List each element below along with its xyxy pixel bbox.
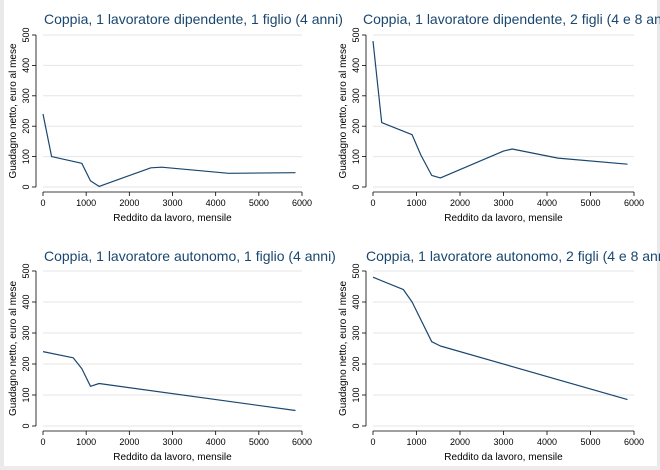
x-axis-label: Reddito da lavoro, mensile xyxy=(113,452,232,463)
x-tick-label: 1000 xyxy=(406,437,426,447)
chart-title: Coppia, 1 lavoratore autonomo, 1 figlio … xyxy=(44,248,336,264)
y-tick-label: 300 xyxy=(351,325,361,340)
y-tick-label: 0 xyxy=(21,423,31,428)
chart-title: Coppia, 1 lavoratore dipendente, 1 figli… xyxy=(44,11,343,27)
x-tick-label: 2000 xyxy=(119,437,139,447)
panel-3: Coppia, 1 lavoratore autonomo, 1 figlio … xyxy=(8,248,336,463)
y-tick-label: 0 xyxy=(351,184,361,189)
y-axis-label: Guadagno netto, euro al mese xyxy=(338,43,349,179)
x-tick-label: 4000 xyxy=(537,437,557,447)
x-tick-label: 6000 xyxy=(624,437,644,447)
y-tick-label: 100 xyxy=(21,149,31,164)
x-tick-label: 4000 xyxy=(206,198,226,208)
y-tick-label: 100 xyxy=(351,149,361,164)
x-tick-label: 0 xyxy=(370,437,375,447)
y-tick-label: 0 xyxy=(21,184,31,189)
x-tick-label: 1000 xyxy=(76,437,96,447)
x-tick-label: 6000 xyxy=(292,437,312,447)
series-line xyxy=(42,351,296,412)
left-edge-strip xyxy=(0,0,4,470)
x-tick-label: 0 xyxy=(370,198,375,208)
x-tick-label: 6000 xyxy=(624,198,644,208)
y-tick-label: 200 xyxy=(21,119,31,134)
x-tick-label: 5000 xyxy=(249,437,269,447)
y-axis-label: Guadagno netto, euro al mese xyxy=(8,281,19,417)
x-axis-label: Reddito da lavoro, mensile xyxy=(444,213,563,224)
x-tick-label: 5000 xyxy=(249,198,269,208)
y-tick-label: 100 xyxy=(21,387,31,402)
x-axis-label: Reddito da lavoro, mensile xyxy=(444,452,563,463)
y-tick-label: 400 xyxy=(21,58,31,73)
x-tick-label: 1000 xyxy=(406,198,426,208)
y-tick-label: 100 xyxy=(351,387,361,402)
y-tick-label: 300 xyxy=(21,325,31,340)
x-tick-label: 2000 xyxy=(119,198,139,208)
y-tick-label: 500 xyxy=(21,27,31,42)
panel-4: Coppia, 1 lavoratore autonomo, 2 figli (… xyxy=(338,248,660,463)
x-tick-label: 2000 xyxy=(450,437,470,447)
x-tick-label: 1000 xyxy=(76,198,96,208)
x-tick-label: 0 xyxy=(40,198,45,208)
y-tick-label: 200 xyxy=(351,356,361,371)
y-tick-label: 300 xyxy=(351,88,361,103)
panel-2: Coppia, 1 lavoratore dipendente, 2 figli… xyxy=(338,11,660,224)
x-tick-label: 5000 xyxy=(580,437,600,447)
y-tick-label: 400 xyxy=(351,58,361,73)
series-line xyxy=(372,276,628,401)
y-tick-label: 0 xyxy=(351,423,361,428)
bottom-edge-strip xyxy=(0,466,660,470)
x-tick-label: 4000 xyxy=(537,198,557,208)
x-tick-label: 5000 xyxy=(580,198,600,208)
x-tick-label: 4000 xyxy=(206,437,226,447)
panel-1: Coppia, 1 lavoratore dipendente, 1 figli… xyxy=(8,11,343,224)
y-tick-label: 300 xyxy=(21,88,31,103)
y-tick-label: 500 xyxy=(351,27,361,42)
y-tick-label: 500 xyxy=(351,263,361,278)
series-line xyxy=(42,113,296,187)
y-axis-label: Guadagno netto, euro al mese xyxy=(338,281,349,417)
x-tick-label: 3000 xyxy=(493,198,513,208)
right-edge-strip xyxy=(657,0,660,470)
x-tick-label: 6000 xyxy=(292,198,312,208)
y-tick-label: 200 xyxy=(351,119,361,134)
x-tick-label: 0 xyxy=(40,437,45,447)
y-tick-label: 400 xyxy=(351,294,361,309)
x-axis-label: Reddito da lavoro, mensile xyxy=(113,213,232,224)
y-tick-label: 200 xyxy=(21,356,31,371)
x-tick-label: 3000 xyxy=(162,437,182,447)
x-tick-label: 3000 xyxy=(162,198,182,208)
x-tick-label: 3000 xyxy=(493,437,513,447)
x-tick-label: 2000 xyxy=(450,198,470,208)
chart-title: Coppia, 1 lavoratore dipendente, 2 figli… xyxy=(363,11,660,27)
y-axis-label: Guadagno netto, euro al mese xyxy=(8,43,19,179)
y-tick-label: 400 xyxy=(21,294,31,309)
series-line xyxy=(372,41,628,179)
y-tick-label: 500 xyxy=(21,263,31,278)
chart-title: Coppia, 1 lavoratore autonomo, 2 figli (… xyxy=(366,248,660,264)
